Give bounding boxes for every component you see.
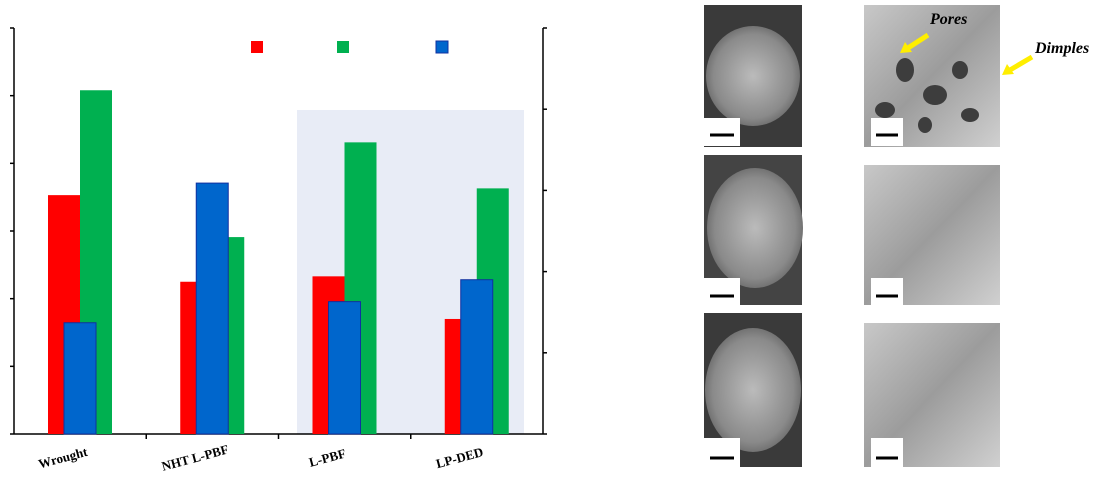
image [705, 328, 801, 452]
x-tick-label: NHT L-PBF [160, 441, 230, 473]
annotation: Dimples [1034, 40, 1089, 57]
bar [461, 280, 493, 434]
image [706, 26, 800, 126]
x-tick-label: Wrought [37, 444, 90, 472]
legend-swatch [436, 41, 448, 53]
bar [196, 183, 228, 434]
sem-images: Pores Dimples [704, 5, 1089, 467]
legend-swatch [251, 41, 263, 53]
bar [64, 323, 96, 434]
x-tick-label: L-PBF [307, 446, 347, 470]
bar [329, 302, 361, 434]
x-tick-label: LP-DED [434, 444, 485, 471]
image [707, 168, 803, 288]
legend-swatch [337, 41, 349, 53]
annotation: Pores [929, 11, 967, 28]
figure: Wrought NHT L-PBF L-PBF LP-DED Pores Dimple… [0, 0, 1118, 489]
